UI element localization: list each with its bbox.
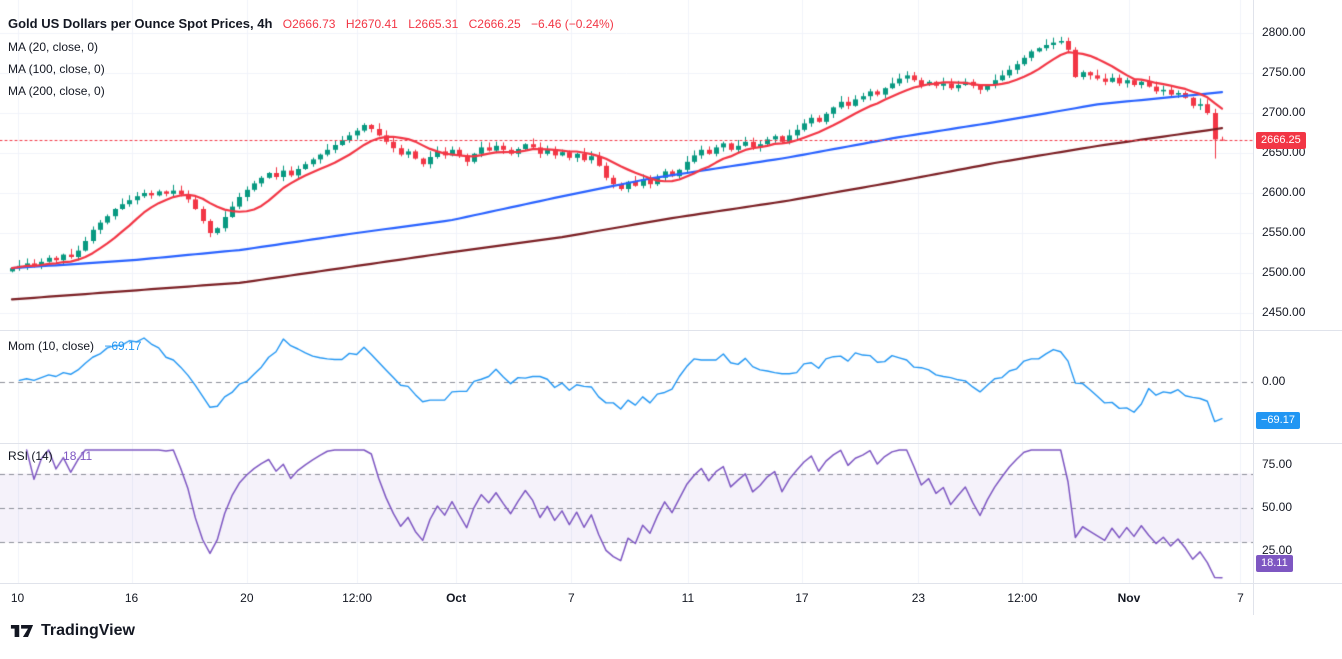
- momentum-legend[interactable]: Mom (10, close) −69.17: [8, 339, 141, 353]
- pane-separator[interactable]: [0, 330, 1342, 331]
- price-axis-border: [1253, 0, 1254, 615]
- chart-canvas[interactable]: [0, 0, 1253, 583]
- time-axis-border: [0, 583, 1342, 584]
- ma200-legend[interactable]: MA (200, close, 0): [8, 84, 105, 98]
- pane-separator[interactable]: [0, 443, 1342, 444]
- ohlc-low: L2665.31: [408, 17, 459, 31]
- ohlc-change: −6.46 (−0.24%): [531, 17, 614, 31]
- time-tick-label: Nov: [1117, 591, 1141, 605]
- tradingview-logo-text: TradingView: [41, 621, 135, 639]
- momentum-tick-label: 0.00: [1262, 374, 1286, 388]
- last-price-badge: 2666.25: [1256, 132, 1306, 149]
- time-tick-label: 16: [124, 591, 139, 605]
- price-tick-label: 2750.00: [1262, 65, 1306, 79]
- time-axis[interactable]: 10 16 20 12:00 Oct 7 11 17 23 12:00 Nov 7: [0, 583, 1253, 615]
- rsi-tick-label: 75.00: [1262, 457, 1293, 471]
- momentum-label: Mom (10, close): [8, 339, 95, 353]
- ohlc-close: C2666.25: [468, 17, 521, 31]
- price-tick-label: 2600.00: [1262, 185, 1306, 199]
- ma20-label: MA (20, close, 0): [8, 40, 99, 54]
- tradingview-logo[interactable]: TradingView: [10, 621, 135, 640]
- time-tick-label: 12:00: [342, 591, 373, 605]
- rsi-label: RSI (14): [8, 449, 53, 463]
- time-tick-label: 20: [240, 591, 254, 605]
- time-tick-label: 10: [10, 591, 25, 605]
- ma200-label: MA (200, close, 0): [8, 84, 105, 98]
- symbol-legend[interactable]: Gold US Dollars per Ounce Spot Prices, 4…: [8, 16, 614, 31]
- time-tick-label: 12:00: [1007, 591, 1038, 605]
- time-tick-label: 11: [681, 591, 695, 605]
- ma100-label: MA (100, close, 0): [8, 62, 105, 76]
- price-tick-label: 2500.00: [1262, 265, 1306, 279]
- price-axis[interactable]: 2800.00 2750.00 2700.00 2650.00 2600.00 2550.…: [1253, 0, 1342, 615]
- ohlc-high: H2670.41: [345, 17, 398, 31]
- price-tick-label: 2700.00: [1262, 105, 1306, 119]
- price-tick-label: 2550.00: [1262, 225, 1306, 239]
- time-tick-label: 17: [795, 591, 809, 605]
- price-tick-label: 2450.00: [1262, 305, 1306, 319]
- price-tick-label: 2800.00: [1262, 25, 1306, 39]
- ohlc-open: O2666.73: [282, 17, 336, 31]
- rsi-legend[interactable]: RSI (14) 18.11: [8, 449, 92, 463]
- momentum-value: −69.17: [104, 339, 142, 353]
- rsi-value: 18.11: [63, 449, 93, 463]
- rsi-tick-label: 50.00: [1262, 500, 1293, 514]
- ma20-legend[interactable]: MA (20, close, 0): [8, 40, 98, 54]
- tradingview-mark-icon: [10, 624, 34, 637]
- time-tick-label: 7: [568, 591, 575, 605]
- rsi-value-badge: 18.11: [1256, 554, 1293, 572]
- time-tick-label: 23: [911, 591, 926, 605]
- ma100-legend[interactable]: MA (100, close, 0): [8, 62, 105, 76]
- time-tick-label: 7: [1237, 591, 1244, 605]
- symbol-title: Gold US Dollars per Ounce Spot Prices, 4…: [8, 16, 273, 31]
- momentum-value-badge: −69.17: [1256, 412, 1300, 430]
- time-tick-label: Oct: [446, 591, 467, 605]
- rsi-tick-label: 25.00: [1262, 543, 1293, 557]
